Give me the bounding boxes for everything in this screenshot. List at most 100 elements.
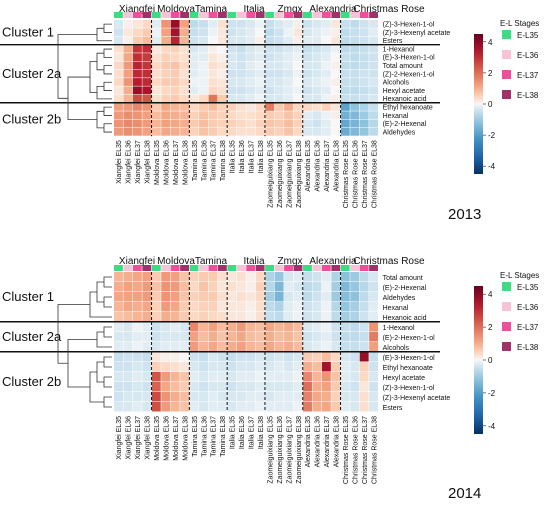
heatmap-cell	[303, 53, 312, 61]
heatmap-cell	[142, 292, 152, 302]
heatmap-cell	[293, 53, 303, 61]
heatmap-cell	[217, 61, 227, 70]
heatmap-cell	[359, 342, 369, 352]
heatmap-cell	[142, 86, 152, 95]
dendrogram	[57, 276, 112, 408]
cultivar-label: Alexandria	[309, 4, 357, 15]
heatmap-cell	[293, 322, 303, 332]
heatmap-cell	[321, 119, 331, 128]
heatmap-cell	[284, 332, 294, 342]
heatmap-cell	[123, 119, 133, 128]
heatmap-cell	[293, 61, 303, 70]
heatmap-cell	[189, 322, 199, 332]
heatmap-cell	[189, 111, 199, 120]
heatmap-cell	[359, 302, 369, 312]
heatmap-cell	[170, 36, 180, 45]
column-label: Xiangfei EL38	[145, 416, 152, 460]
heatmap-cell	[321, 332, 331, 342]
heatmap-cell	[284, 292, 294, 302]
heatmap-cell	[142, 53, 152, 61]
heatmap-cell	[303, 282, 312, 292]
heatmap-cell	[199, 382, 208, 392]
heatmap-cell	[359, 78, 369, 86]
stage-strip-cell	[217, 265, 227, 271]
heatmap-cell	[161, 402, 171, 412]
heatmap-cell	[161, 36, 171, 45]
heatmap-cell	[255, 362, 265, 372]
heatmap-cell	[199, 352, 208, 362]
column-label: Xiangfei EL37	[135, 416, 142, 460]
heatmap-cell	[255, 28, 265, 37]
heatmap-cell	[303, 402, 312, 412]
legend-swatch	[502, 342, 511, 351]
heatmap-cell	[132, 332, 142, 342]
heatmap-cell	[199, 69, 208, 78]
heatmap-cell	[350, 402, 360, 412]
cultivar-label: Tamina	[195, 4, 228, 15]
column-label: Moldova EL37	[173, 140, 180, 185]
heatmap-cell	[132, 372, 142, 382]
stage-strip-cell	[312, 265, 322, 271]
stage-strip-cell	[312, 12, 322, 18]
legend-title: E-L Stages	[500, 19, 539, 28]
heatmap-cell	[123, 78, 133, 86]
heatmap-cell	[303, 322, 312, 332]
heatmap-cell	[255, 272, 265, 282]
heatmap-cell	[359, 69, 369, 78]
heatmap-cell	[161, 312, 171, 322]
cluster-label: Cluster 1	[2, 24, 54, 39]
heatmap-cell	[321, 36, 331, 45]
heatmap-cell	[274, 372, 284, 382]
dendrogram-branch	[103, 23, 112, 33]
heatmap-cell	[340, 272, 350, 282]
heatmap-cell	[369, 61, 379, 70]
heatmap-cell	[132, 312, 142, 322]
heatmap-cell	[369, 36, 379, 45]
heatmap-cell	[246, 127, 256, 136]
heatmap-cell	[303, 292, 312, 302]
stage-strip-cell	[321, 12, 331, 18]
heatmap-cell	[312, 119, 322, 128]
column-label: Italia EL35	[230, 140, 237, 173]
row-label: (Z)-3-Hexenyl acetate	[383, 30, 451, 37]
heatmap-cell	[180, 272, 190, 282]
heatmap-cell	[161, 20, 171, 28]
heatmap-cell	[265, 392, 275, 402]
heatmap-cell	[255, 44, 265, 53]
heatmap-cell	[359, 372, 369, 382]
heatmap-cell	[274, 342, 284, 352]
heatmap-cell	[274, 352, 284, 362]
heatmap-cell	[303, 78, 312, 86]
heatmap-cell	[321, 69, 331, 78]
heatmap-cell	[331, 272, 341, 282]
heatmap-cell	[340, 312, 350, 322]
heatmap-cell	[132, 382, 142, 392]
stage-strip-cell	[340, 265, 350, 271]
heatmap-cell	[161, 362, 171, 372]
heatmap-cell	[274, 119, 284, 128]
stage-strip-cell	[331, 12, 341, 18]
heatmap-cell	[321, 322, 331, 332]
heatmap-cell	[303, 28, 312, 37]
column-label: Alexandria EL37	[324, 140, 331, 191]
heatmap-cell	[132, 53, 142, 61]
heatmap-cell	[265, 312, 275, 322]
heatmap-cell	[303, 111, 312, 120]
heatmap-cell	[236, 272, 246, 282]
heatmap-cell	[170, 44, 180, 53]
heatmap-cell	[274, 103, 284, 111]
heatmap-cell	[114, 20, 123, 28]
row-label: Aldehydes	[383, 129, 416, 136]
heatmap-cell	[321, 28, 331, 37]
heatmap-cell	[359, 272, 369, 282]
column-label: Tamina EL35	[192, 416, 199, 457]
heatmap-cell	[114, 382, 123, 392]
heatmap-cell	[255, 332, 265, 342]
heatmap-cell	[142, 392, 152, 402]
heatmap-cell	[161, 282, 171, 292]
heatmap-cell	[340, 362, 350, 372]
heatmap-cell	[284, 20, 294, 28]
heatmap-cell	[255, 312, 265, 322]
heatmap-cell	[142, 111, 152, 120]
heatmap-cell	[208, 119, 218, 128]
